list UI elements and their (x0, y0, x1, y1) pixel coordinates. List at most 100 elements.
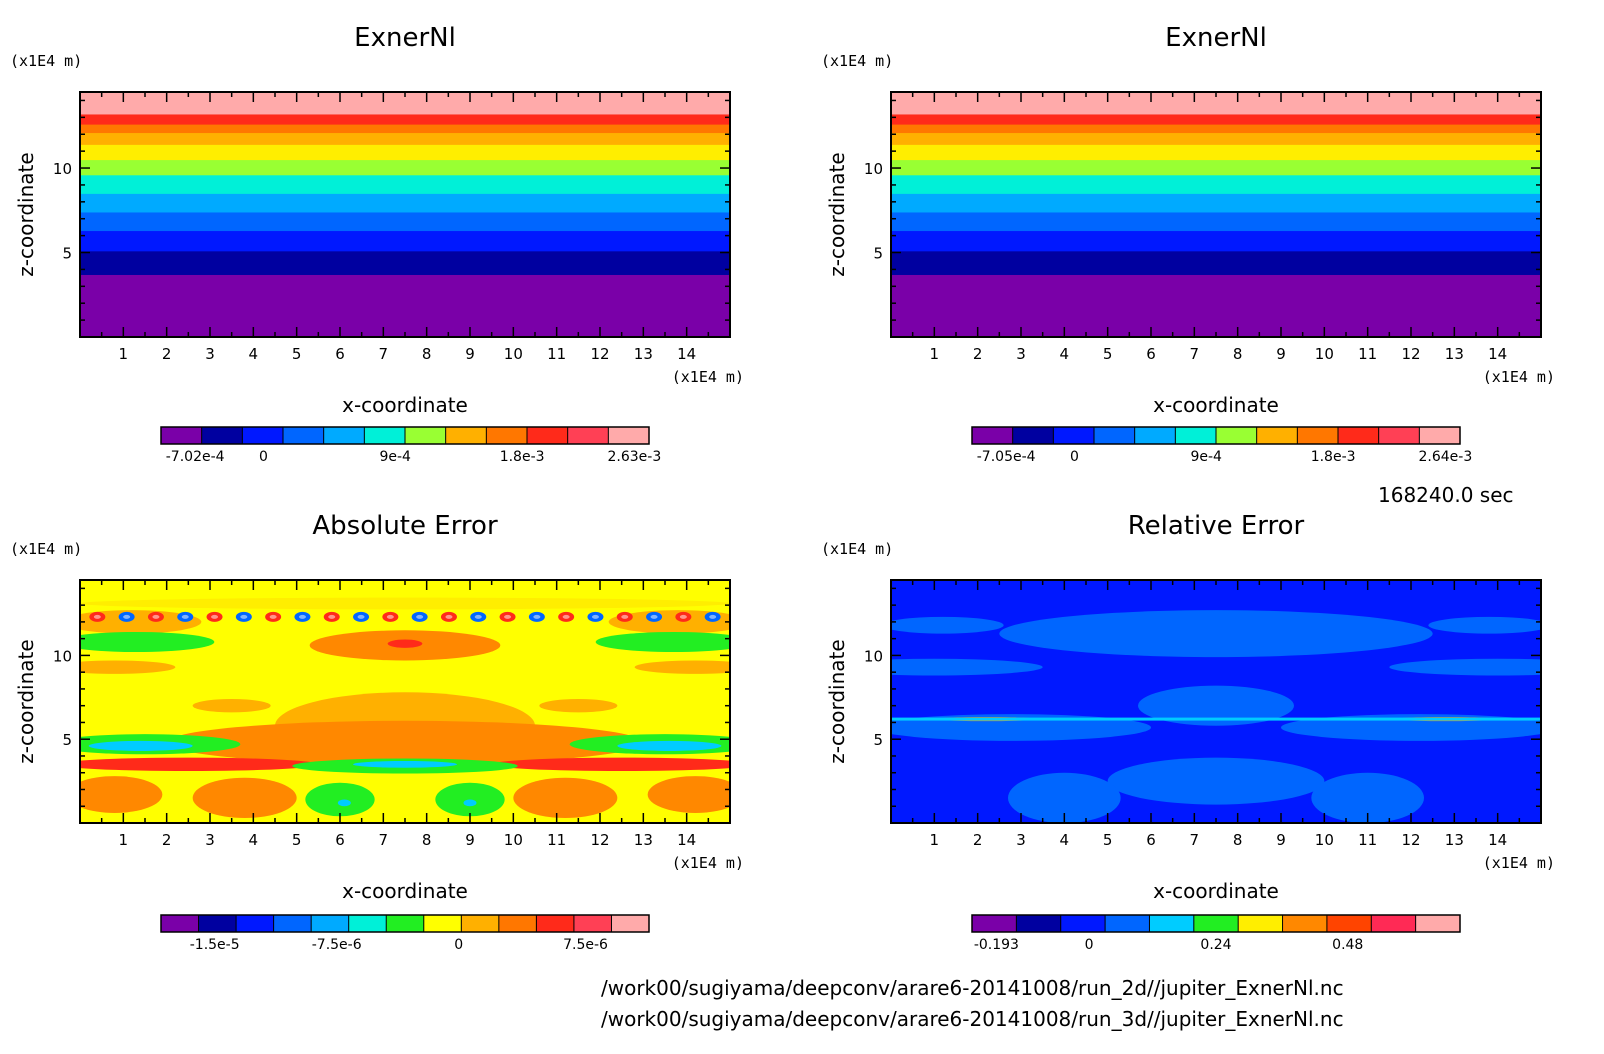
x-tick-label: 1 (930, 831, 940, 849)
contour-cell-core-21 (679, 614, 687, 619)
y-tick-label: 5 (62, 731, 72, 749)
x-tick-label: 2 (973, 345, 983, 363)
x-tick-label: 10 (504, 831, 523, 849)
contour-region-8 (1281, 714, 1541, 741)
colorbar-swatch-7 (1238, 915, 1284, 932)
x-tick-label: 12 (1401, 345, 1420, 363)
y-unit-label: (x1E4 m) (821, 540, 893, 558)
contour-band-2 (891, 250, 1541, 275)
contour-region-6 (1138, 685, 1294, 726)
plot-area (80, 580, 730, 823)
contour-region-25 (513, 777, 618, 818)
x-tick-label: 7 (1190, 345, 1200, 363)
contour-region-7 (891, 714, 1151, 741)
colorbar-swatch-5 (311, 915, 350, 932)
footer-file-path-1: /work00/sugiyama/deepconv/arare6-2014100… (601, 976, 1344, 1000)
contour-region-27 (435, 782, 505, 817)
x-tick-label: 7 (379, 831, 389, 849)
contour-region-8 (80, 660, 176, 674)
x-unit-label: (x1E4 m) (1483, 854, 1555, 872)
plot-area (80, 92, 730, 337)
contour-region-9 (1107, 757, 1325, 805)
contour-band-10 (80, 124, 730, 134)
colorbar-swatch-4 (273, 915, 312, 932)
x-tick-label: 12 (1401, 831, 1420, 849)
contour-cell-core-10 (357, 614, 365, 619)
contour-region-3 (608, 610, 730, 634)
contour-cell-core-20 (650, 614, 658, 619)
x-tick-label: 14 (1488, 831, 1507, 849)
contour-cell-core-18 (591, 614, 599, 619)
colorbar-swatch-9 (1326, 915, 1372, 932)
y-axis-label: z-coordinate (825, 152, 849, 276)
plot-area (891, 92, 1541, 337)
y-axis-label: z-coordinate (14, 152, 38, 276)
contour-region-11 (539, 698, 618, 713)
colorbar-tick-label: 9e-4 (1190, 449, 1222, 465)
chart-title: Absolute Error (312, 511, 498, 541)
colorbar-swatch-2 (1012, 427, 1054, 444)
contour-band-8 (891, 144, 1541, 161)
contour-region-5 (1428, 616, 1541, 634)
contour-region-24 (192, 777, 297, 818)
y-tick-label: 5 (62, 245, 72, 263)
colorbar-swatch-11 (536, 915, 575, 932)
colorbar-tick-label: 0 (259, 449, 268, 465)
colorbar-swatch-8 (1256, 427, 1298, 444)
contour-band-6 (80, 174, 730, 194)
colorbar-tick-label: 1.8e-3 (500, 449, 545, 465)
contour-cell-core-12 (416, 614, 424, 619)
contour-band-2 (80, 250, 730, 275)
colorbar: -7.05e-4 0 9e-4 1.8e-3 2.64e-3 (971, 426, 1472, 465)
contour-band-3 (891, 230, 1541, 252)
colorbar-swatch-6 (1175, 427, 1217, 444)
x-tick-label: 11 (1358, 345, 1377, 363)
x-unit-label: (x1E4 m) (672, 368, 744, 386)
x-tick-label: 14 (677, 345, 696, 363)
colorbar-swatch-4 (283, 427, 325, 444)
y-tick-label: 10 (864, 647, 883, 665)
colorbar-swatch-2 (198, 915, 237, 932)
x-tick-label: 7 (379, 345, 389, 363)
colorbar-swatch-3 (1060, 915, 1106, 932)
contour-band-4 (891, 211, 1541, 232)
colorbar-swatch-8 (1282, 915, 1328, 932)
contour-region-7 (387, 639, 423, 648)
x-tick-label: 5 (292, 345, 302, 363)
x-tick-label: 3 (1016, 345, 1026, 363)
contour-cell-core-4 (181, 614, 189, 619)
contour-band-3 (80, 230, 730, 252)
colorbar-swatch-5 (1149, 915, 1195, 932)
x-tick-label: 3 (205, 345, 215, 363)
contour-cell-core-1 (93, 614, 101, 619)
contour-region-26 (305, 782, 375, 817)
contour-region-2 (80, 610, 202, 634)
contour-cell-core-8 (298, 614, 306, 619)
colorbar-swatch-7 (386, 915, 425, 932)
contour-region-30 (379, 784, 431, 815)
x-tick-label: 13 (1445, 345, 1464, 363)
chart-title: ExnerNl (354, 23, 456, 53)
x-tick-label: 13 (634, 831, 653, 849)
contour-cell-core-13 (445, 614, 453, 619)
contour-band-8 (80, 144, 730, 161)
colorbar-tick-label: 0 (454, 937, 463, 953)
x-tick-label: 11 (547, 345, 566, 363)
x-tick-label: 9 (1276, 831, 1286, 849)
x-tick-label: 11 (1358, 831, 1377, 849)
colorbar-swatch-3 (242, 427, 284, 444)
colorbar: -0.193 0 0.24 0.48 (971, 914, 1461, 953)
colorbar-swatch-1 (161, 915, 200, 932)
colorbar-tick-label: 0 (1085, 937, 1094, 953)
contour-band-11 (80, 113, 730, 125)
x-tick-label: 13 (1445, 831, 1464, 849)
x-unit-label: (x1E4 m) (1483, 368, 1555, 386)
contour-band-12 (891, 92, 1541, 115)
y-axis-label: z-coordinate (825, 639, 849, 763)
time-label: 168240.0 sec (1378, 483, 1514, 507)
colorbar-swatch-10 (1338, 427, 1380, 444)
x-unit-label: (x1E4 m) (672, 854, 744, 872)
contour-cell-core-19 (621, 614, 629, 619)
contour-region-1 (80, 597, 730, 610)
